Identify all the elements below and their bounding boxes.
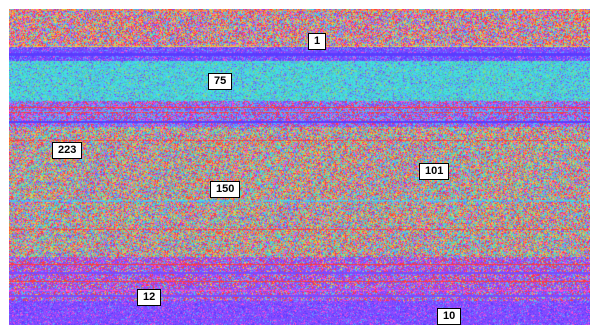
region-label-101: 101 — [419, 163, 450, 180]
region-label-150: 150 — [210, 181, 241, 198]
region-label-1: 1 — [308, 33, 327, 50]
region-label-12: 12 — [137, 289, 162, 306]
region-label-75: 75 — [208, 73, 233, 90]
region-label-223: 223 — [52, 142, 83, 159]
segmentation-image: 1 75 223 150 101 12 10 — [9, 9, 590, 325]
region-label-10: 10 — [437, 308, 462, 325]
noise-texture-canvas — [9, 9, 590, 325]
